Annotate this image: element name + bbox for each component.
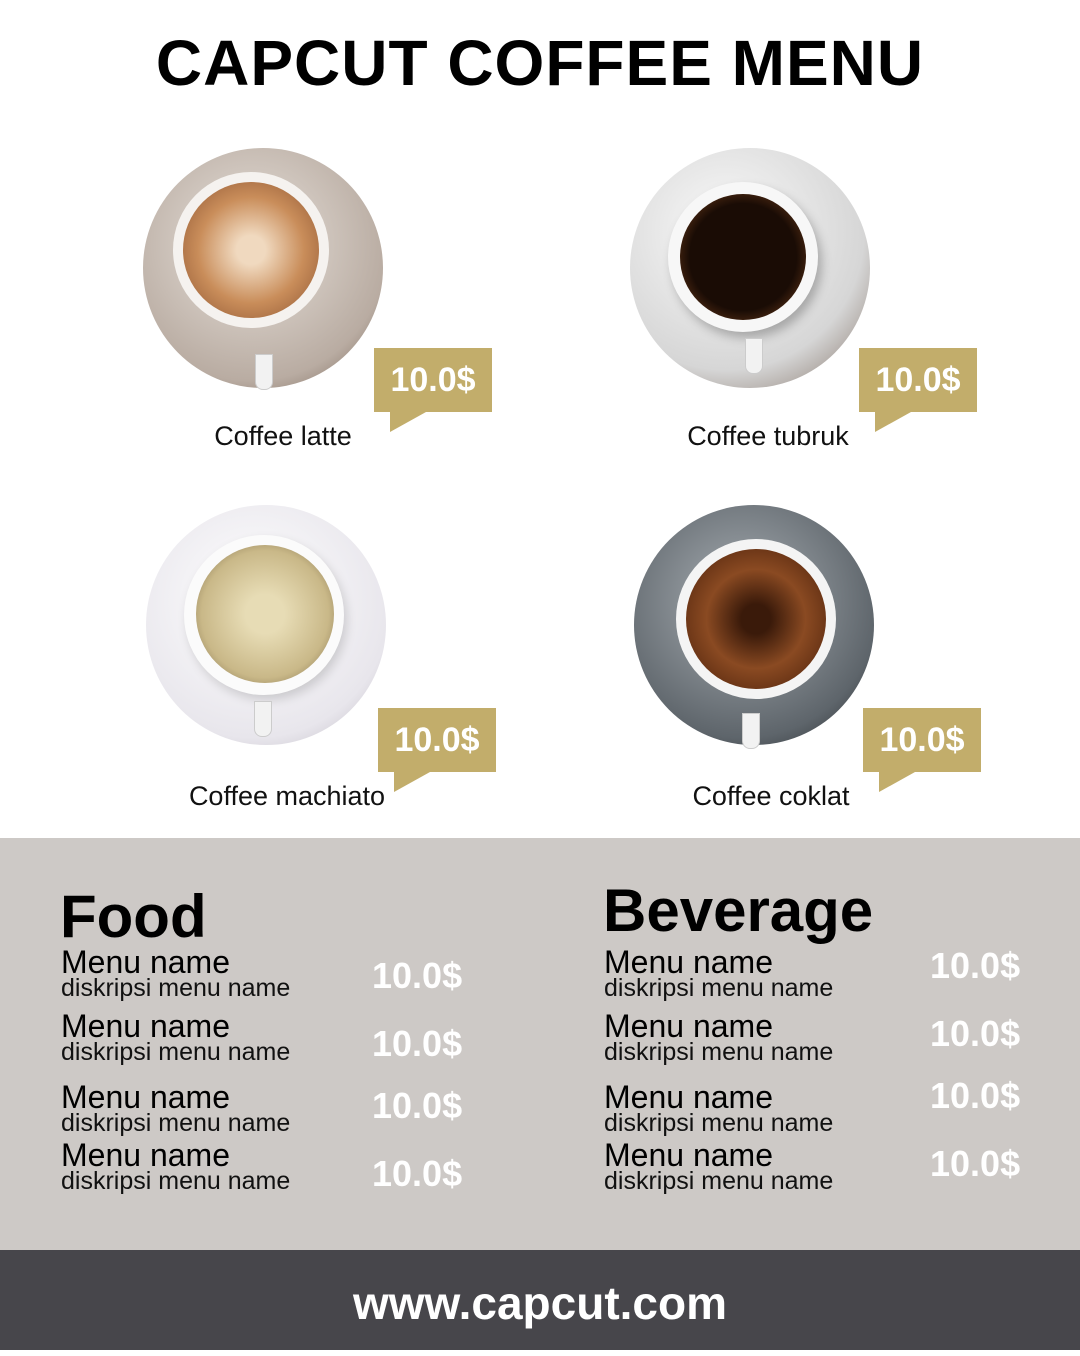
product-name: Coffee coklat xyxy=(692,781,850,811)
coffee-coklat-image xyxy=(634,505,874,749)
menu-item-price: 10.0$ xyxy=(930,1075,1021,1116)
footer-url[interactable]: www.capcut.com xyxy=(0,1250,1080,1350)
menu-item-price: 10.0$ xyxy=(930,1013,1021,1054)
coffee-tubruk-image xyxy=(630,148,870,388)
food-heading: Food xyxy=(60,883,207,950)
coffee-latte-image xyxy=(143,148,383,390)
product-name: Coffee latte xyxy=(214,421,352,451)
menu-item-price: 10.0$ xyxy=(372,1023,463,1064)
menu-item-name: Menu name xyxy=(604,1137,773,1173)
menu-item-desc: diskripsi menu name xyxy=(61,974,291,1002)
menu-item-desc: diskripsi menu name xyxy=(604,974,834,1002)
menu-item-desc: diskripsi menu name xyxy=(61,1167,291,1195)
price-tag: 10.0$ xyxy=(378,708,496,792)
menu-item-price: 10.0$ xyxy=(930,1143,1021,1184)
page-title: CAPCUT COFFEE MENU xyxy=(155,27,925,99)
coffee-machiato-image xyxy=(146,505,386,745)
price-tag: 10.0$ xyxy=(863,708,981,792)
menu-item-name: Menu name xyxy=(604,1079,773,1115)
menu-list-section xyxy=(0,838,1080,1250)
menu-item-price: 10.0$ xyxy=(372,1085,463,1126)
price-tag: 10.0$ xyxy=(859,348,977,432)
menu-item-desc: diskripsi menu name xyxy=(61,1109,291,1137)
menu-item-desc: diskripsi menu name xyxy=(604,1038,834,1066)
menu-item-name: Menu name xyxy=(61,1079,230,1115)
menu-item-name: Menu name xyxy=(61,944,230,980)
product-name: Coffee tubruk xyxy=(687,421,849,451)
menu-item-price: 10.0$ xyxy=(930,945,1021,986)
menu-item-desc: diskripsi menu name xyxy=(604,1167,834,1195)
menu-item-desc: diskripsi menu name xyxy=(61,1038,291,1066)
menu-item-name: Menu name xyxy=(604,1008,773,1044)
menu-item-desc: diskripsi menu name xyxy=(604,1109,834,1137)
menu-item-name: Menu name xyxy=(604,944,773,980)
menu-item-price: 10.0$ xyxy=(372,1153,463,1194)
product-name: Coffee machiato xyxy=(188,781,386,811)
menu-item-name: Menu name xyxy=(61,1137,230,1173)
menu-item-price: 10.0$ xyxy=(372,955,463,996)
price-tag: 10.0$ xyxy=(374,348,492,432)
beverage-heading: Beverage xyxy=(603,877,874,944)
menu-item-name: Menu name xyxy=(61,1008,230,1044)
